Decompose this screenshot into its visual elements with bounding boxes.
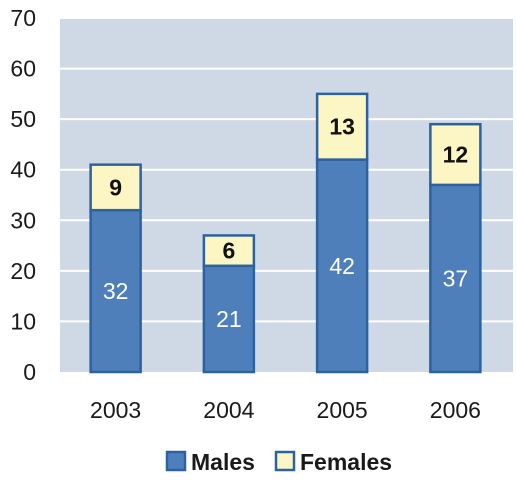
legend-swatch xyxy=(274,450,296,472)
data-label-females-2005: 13 xyxy=(329,114,355,140)
data-label-males-2005: 42 xyxy=(329,253,355,279)
bar-segment-females-2004 xyxy=(202,234,256,268)
y-tick-label: 60 xyxy=(10,56,36,82)
bar-segment-females-2005 xyxy=(315,92,369,161)
bar-segment-males-2004 xyxy=(202,264,256,374)
x-tick-label: 2004 xyxy=(203,397,254,423)
y-axis-ticks: 0 10 20 30 40 50 60 70 xyxy=(10,5,36,385)
data-label-males-2006: 37 xyxy=(443,265,469,291)
bar-segment-males-2006 xyxy=(429,183,482,374)
legend-swatch xyxy=(165,450,187,472)
data-label-males-2003: 32 xyxy=(103,278,129,304)
x-axis-ticks: 2003 2004 2005 2006 xyxy=(90,397,481,423)
bar-segment-males-2005 xyxy=(315,158,369,374)
x-tick-label: 2005 xyxy=(317,397,368,423)
y-tick-label: 50 xyxy=(10,106,36,132)
legend-label: Females xyxy=(300,449,392,475)
data-label-females-2004: 6 xyxy=(222,238,235,264)
legend: Males Females xyxy=(165,449,392,475)
y-tick-label: 20 xyxy=(10,258,36,284)
legend-label: Males xyxy=(191,449,255,475)
x-tick-label: 2006 xyxy=(430,397,481,423)
y-tick-label: 10 xyxy=(10,308,36,334)
legend-item-females: Females xyxy=(274,449,392,475)
x-tick-label: 2003 xyxy=(90,397,141,423)
bar-stack-2003: 32 9 xyxy=(89,163,142,374)
data-label-males-2004: 21 xyxy=(216,306,242,332)
bar-segment-females-2003 xyxy=(89,163,142,212)
y-tick-label: 30 xyxy=(10,207,36,233)
bar-stack-2004: 21 6 xyxy=(202,234,256,374)
data-label-females-2003: 9 xyxy=(109,174,122,200)
y-tick-label: 0 xyxy=(23,359,36,385)
bar-stack-2005: 42 13 xyxy=(315,92,369,374)
bars: 32 9 21 6 42 13 37 12 xyxy=(89,92,482,374)
data-label-females-2006: 12 xyxy=(443,142,469,168)
y-tick-label: 70 xyxy=(10,5,36,31)
legend-item-males: Males xyxy=(165,449,255,475)
bar-segment-females-2006 xyxy=(429,122,482,187)
bar-stack-2006: 37 12 xyxy=(429,122,482,374)
y-tick-label: 40 xyxy=(10,157,36,183)
